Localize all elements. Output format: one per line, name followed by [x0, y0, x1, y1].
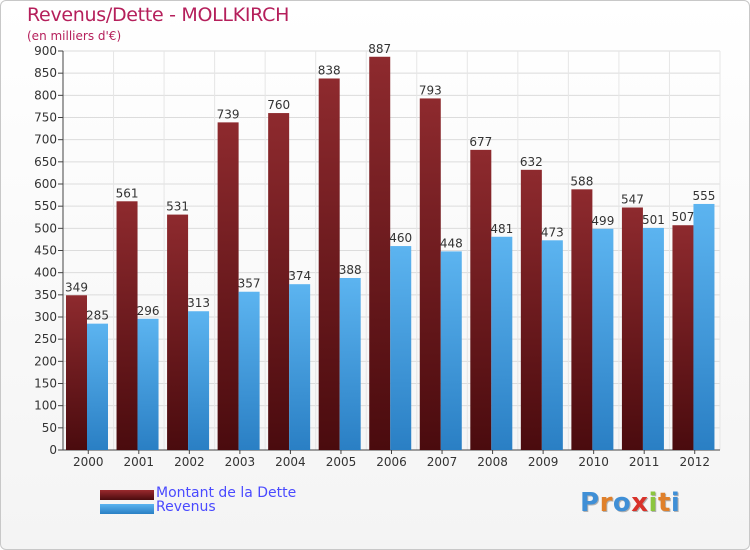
x-tick-label: 2012	[679, 455, 710, 469]
y-tick-label: 850	[34, 66, 57, 80]
data-label-dette: 887	[368, 42, 391, 56]
bar-dette	[268, 113, 290, 451]
data-label-dette: 677	[469, 135, 492, 149]
x-tick-label: 2001	[124, 455, 155, 469]
data-label-dette: 507	[672, 210, 695, 224]
logo-letter: P	[580, 488, 600, 518]
bar-dette	[217, 122, 239, 451]
bar-dette	[167, 214, 189, 450]
data-label-revenus: 313	[187, 296, 210, 310]
legend-label-dette: Montant de la Dette	[156, 485, 297, 501]
logo-letter: r	[599, 488, 613, 518]
x-tick-label: 2006	[376, 455, 407, 469]
x-tick-label: 2010	[578, 455, 609, 469]
y-tick-label: 750	[34, 111, 57, 125]
bar-dette	[672, 225, 694, 450]
y-tick-label: 500	[34, 221, 57, 235]
data-label-dette: 632	[520, 155, 543, 169]
y-tick-label: 100	[34, 399, 57, 413]
x-tick-label: 2003	[225, 455, 256, 469]
y-tick-label: 250	[34, 332, 57, 346]
bar-revenus	[289, 284, 311, 450]
bar-revenus	[137, 318, 159, 450]
y-tick-label: 450	[34, 244, 57, 258]
data-label-dette: 588	[570, 174, 593, 188]
bar-revenus	[440, 251, 462, 450]
bar-dette	[520, 169, 542, 450]
y-tick-label: 700	[34, 133, 57, 147]
bar-dette	[116, 201, 138, 450]
legend-swatch-revenus	[100, 504, 154, 514]
data-label-revenus: 296	[137, 304, 160, 318]
data-label-dette: 531	[166, 200, 189, 214]
bar-dette	[318, 78, 340, 450]
legend-label-revenus: Revenus	[156, 499, 216, 515]
y-tick-label: 600	[34, 177, 57, 191]
chart-subtitle: (en milliers d'€)	[27, 29, 122, 43]
x-tick-label: 2002	[174, 455, 205, 469]
data-label-revenus: 481	[490, 222, 513, 236]
data-label-revenus: 388	[339, 263, 362, 277]
data-label-dette: 349	[65, 280, 88, 294]
data-label-revenus: 501	[642, 213, 665, 227]
logo-letter: t	[657, 488, 671, 518]
x-tick-label: 2004	[275, 455, 306, 469]
data-label-dette: 838	[318, 63, 341, 77]
y-tick-label: 550	[34, 199, 57, 213]
x-tick-label: 2009	[528, 455, 559, 469]
y-tick-label: 300	[34, 310, 57, 324]
x-tick-label: 2011	[629, 455, 660, 469]
x-tick-label: 2005	[326, 455, 357, 469]
data-label-dette: 739	[217, 107, 240, 121]
data-label-dette: 547	[621, 192, 644, 206]
y-tick-label: 50	[42, 421, 57, 435]
bar-revenus	[693, 203, 715, 450]
data-label-dette: 760	[267, 98, 290, 112]
bar-revenus	[238, 291, 260, 450]
data-label-revenus: 499	[591, 214, 614, 228]
bar-dette	[66, 295, 87, 450]
logo-letter: x	[631, 488, 649, 518]
legend-swatch-dette	[100, 490, 154, 500]
y-tick-label: 150	[34, 377, 57, 391]
chart-title: Revenus/Dette - MOLLKIRCH	[27, 4, 290, 26]
y-tick-label: 650	[34, 155, 57, 169]
bar-revenus	[592, 228, 614, 450]
bar-revenus	[87, 323, 108, 450]
data-label-revenus: 460	[389, 231, 412, 245]
y-tick-label: 800	[34, 88, 57, 102]
x-tick-label: 2007	[427, 455, 458, 469]
y-tick-label: 900	[34, 44, 57, 58]
data-label-revenus: 285	[86, 309, 109, 323]
data-label-revenus: 374	[288, 269, 311, 283]
bar-revenus	[390, 246, 412, 450]
data-label-dette: 561	[116, 186, 139, 200]
bar-revenus	[188, 311, 210, 450]
bar-revenus	[541, 240, 563, 450]
data-label-revenus: 357	[238, 277, 261, 291]
data-label-revenus: 448	[440, 236, 463, 250]
y-tick-label: 400	[34, 266, 57, 280]
bar-dette	[419, 98, 441, 450]
bar-dette	[369, 56, 391, 450]
bar-dette	[571, 189, 593, 450]
bar-revenus	[491, 236, 513, 450]
logo-letter: i	[648, 488, 658, 518]
data-label-revenus: 555	[693, 189, 716, 203]
x-tick-label: 2000	[73, 455, 104, 469]
y-tick-label: 200	[34, 354, 57, 368]
data-label-revenus: 473	[541, 225, 564, 239]
x-tick-label: 2008	[477, 455, 508, 469]
logo-letter: o	[612, 488, 632, 518]
bar-dette	[621, 207, 643, 450]
bar-revenus	[339, 277, 361, 450]
logo-letter: i	[670, 488, 681, 518]
y-tick-label: 0	[49, 443, 57, 457]
bar-dette	[470, 149, 492, 450]
bar-revenus	[642, 227, 664, 450]
y-tick-label: 350	[34, 288, 57, 302]
data-label-dette: 793	[419, 83, 442, 97]
proxiti-logo: Proxiti	[580, 488, 680, 518]
